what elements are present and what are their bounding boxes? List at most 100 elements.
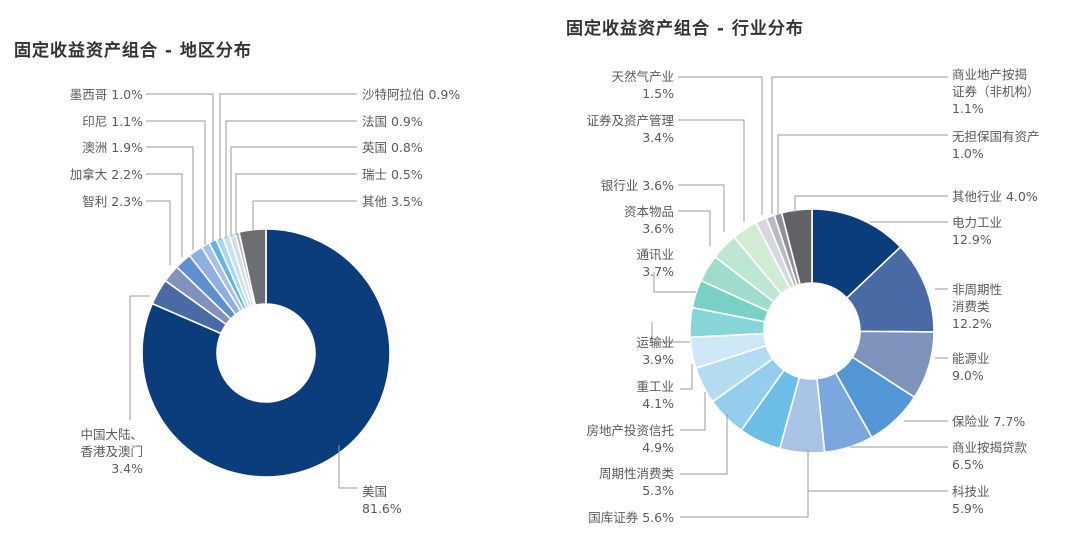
label-usa: 美国 81.6%: [362, 483, 402, 517]
leader-line: [338, 445, 357, 489]
label-telecom-value: 3.7%: [642, 264, 674, 279]
leader-line: [777, 134, 948, 216]
leader-line: [651, 322, 690, 343]
label-transport: 运输业 3.9%: [636, 334, 674, 368]
label-energy: 能源业 9.0%: [952, 350, 990, 384]
label-other-industry: 其他行业 4.0%: [952, 189, 1038, 204]
leader-line: [680, 392, 706, 431]
label-mexico: 墨西哥 1.0%: [69, 87, 143, 102]
label-heavy-industry: 重工业 4.1%: [636, 378, 674, 412]
label-china-line1: 中国大陆、: [80, 427, 143, 442]
label-telecom: 通讯业 3.7%: [636, 246, 674, 280]
label-capital-goods: 资本物品 3.6%: [624, 203, 674, 237]
label-capital-goods-name: 资本物品: [623, 204, 674, 219]
leader-line: [252, 200, 357, 231]
label-cmbs-value: 1.1%: [952, 101, 984, 116]
label-cyclical-name: 周期性消费类: [598, 466, 674, 481]
leader-line: [771, 76, 948, 214]
donut-固定收益资产组合 - 行业分布: [689, 208, 935, 454]
label-cmbs-line2: 证券（非机构）: [952, 84, 1040, 99]
label-bank: 银行业 3.6%: [600, 178, 674, 193]
label-mortgage: 商业按揭贷款 6.5%: [952, 439, 1027, 473]
label-canada: 加拿大 2.2%: [69, 167, 143, 182]
label-cmbs-line1: 商业地产按揭: [952, 67, 1028, 82]
label-securities-name: 证券及资产管理: [586, 113, 674, 128]
leader-line: [678, 210, 711, 246]
leader-line: [225, 120, 357, 238]
label-tech: 科技业 5.9%: [952, 483, 990, 517]
leader-line: [146, 200, 171, 265]
label-reit: 房地产投资信托 4.9%: [586, 422, 674, 456]
leader-line: [146, 173, 183, 257]
label-switzerland: 瑞士 0.5%: [362, 167, 423, 182]
label-treasury: 国库证券 5.6%: [588, 510, 674, 525]
leader-line: [146, 93, 214, 242]
slice-其他行业: [780, 208, 813, 286]
label-indonesia: 印尼 1.1%: [82, 114, 143, 129]
leader-line: [794, 195, 948, 212]
label-power-value: 12.9%: [952, 232, 992, 247]
leader-line: [680, 364, 693, 390]
label-france: 法国 0.9%: [362, 114, 423, 129]
label-china-value: 3.4%: [111, 461, 143, 476]
leader-line: [653, 272, 696, 293]
label-power: 电力工业 12.9%: [952, 214, 1002, 248]
label-gas: 天然气产业 1.5%: [611, 68, 674, 102]
label-cyclical: 周期性消费类 5.3%: [599, 465, 674, 499]
label-cmbs: 商业地产按揭 证券（非机构） 1.1%: [952, 66, 1040, 117]
label-energy-value: 9.0%: [952, 368, 984, 383]
label-cyclical-value: 5.3%: [642, 483, 674, 498]
label-other-region: 其他 3.5%: [362, 194, 423, 209]
label-china: 中国大陆、 香港及澳门 3.4%: [80, 426, 143, 477]
label-insurance: 保险业 7.7%: [952, 414, 1026, 429]
label-securities-value: 3.4%: [642, 130, 674, 145]
label-australia: 澳洲 1.9%: [82, 140, 143, 155]
label-noncyclical: 非周期性 消费类 12.2%: [952, 281, 1002, 332]
label-sovereign-value: 1.0%: [952, 146, 984, 161]
leader-line: [235, 173, 357, 235]
label-uk: 英国 0.8%: [362, 140, 423, 155]
label-mortgage-value: 6.5%: [952, 457, 984, 472]
label-mortgage-name: 商业按揭贷款: [952, 440, 1028, 455]
leader-line: [678, 76, 763, 215]
leader-line: [678, 119, 745, 222]
label-transport-name: 运输业: [636, 335, 674, 350]
label-heavy-industry-value: 4.1%: [642, 396, 674, 411]
label-reit-value: 4.9%: [642, 440, 674, 455]
left-chart-title: 固定收益资产组合 - 地区分布: [14, 41, 252, 61]
leader-line: [680, 414, 728, 475]
slice-其他: [238, 228, 267, 307]
leader-line: [219, 93, 357, 240]
leader-line: [146, 120, 206, 245]
label-usa-name: 美国: [362, 484, 388, 499]
label-gas-value: 1.5%: [642, 86, 674, 101]
label-sovereign: 无担保国有资产 1.0%: [952, 128, 1040, 162]
label-tech-name: 科技业: [952, 484, 990, 499]
leader-line: [230, 146, 357, 236]
leader-line: [129, 295, 150, 420]
leader-line: [807, 452, 948, 492]
label-reit-name: 房地产投资信托: [586, 423, 674, 438]
label-sovereign-name: 无担保国有资产: [952, 129, 1040, 144]
label-energy-name: 能源业: [952, 351, 990, 366]
label-saudi: 沙特阿拉伯 0.9%: [362, 87, 461, 102]
label-securities: 证券及资产管理 3.4%: [586, 112, 674, 146]
label-noncyclical-value: 12.2%: [952, 316, 992, 331]
label-capital-goods-value: 3.6%: [642, 221, 674, 236]
label-noncyclical-line2: 消费类: [952, 299, 990, 314]
leader-line: [146, 146, 194, 250]
label-telecom-name: 通讯业: [636, 247, 674, 262]
slice-美国: [141, 228, 391, 478]
label-transport-value: 3.9%: [642, 352, 674, 367]
label-tech-value: 5.9%: [952, 501, 984, 516]
donut-固定收益资产组合 - 地区分布: [141, 228, 391, 478]
label-usa-value: 81.6%: [362, 501, 402, 516]
label-gas-name: 天然气产业: [611, 69, 674, 84]
label-noncyclical-line1: 非周期性: [952, 282, 1003, 297]
label-heavy-industry-name: 重工业: [636, 379, 674, 394]
label-chile: 智利 2.3%: [82, 194, 143, 209]
label-power-name: 电力工业: [952, 215, 1003, 230]
leader-line: [678, 184, 725, 232]
leader-line: [680, 450, 809, 518]
